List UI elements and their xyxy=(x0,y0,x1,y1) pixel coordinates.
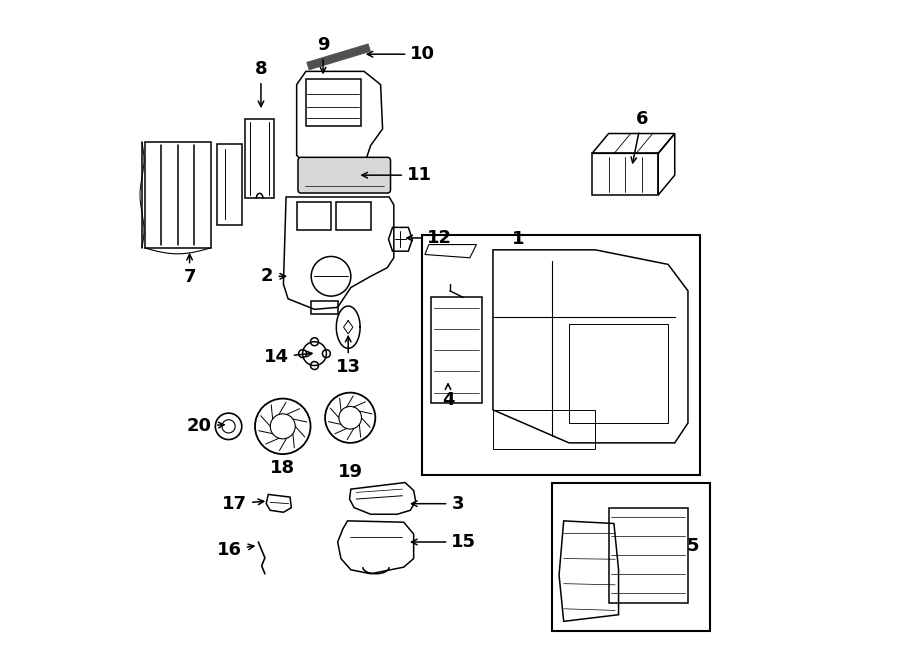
Bar xyxy=(553,483,710,631)
FancyBboxPatch shape xyxy=(298,157,391,193)
Text: 15: 15 xyxy=(411,533,476,551)
Text: 12: 12 xyxy=(407,229,452,247)
Text: 16: 16 xyxy=(217,541,254,559)
Text: 6: 6 xyxy=(631,110,648,163)
Text: 2: 2 xyxy=(261,267,285,286)
Text: 5: 5 xyxy=(687,537,699,555)
Text: 20: 20 xyxy=(187,417,224,436)
Text: 17: 17 xyxy=(222,494,264,513)
Text: 13: 13 xyxy=(336,336,361,376)
Polygon shape xyxy=(307,44,371,70)
Text: 3: 3 xyxy=(411,494,464,513)
Text: 1: 1 xyxy=(511,230,524,249)
Text: 9: 9 xyxy=(317,36,329,73)
Text: 14: 14 xyxy=(264,348,312,366)
Text: 4: 4 xyxy=(442,384,454,409)
Text: 18: 18 xyxy=(270,459,295,477)
Bar xyxy=(421,235,700,475)
Text: 7: 7 xyxy=(184,254,196,286)
Text: 11: 11 xyxy=(362,166,432,184)
Text: 8: 8 xyxy=(255,60,267,106)
Text: 10: 10 xyxy=(367,45,436,63)
Text: 19: 19 xyxy=(338,463,363,481)
